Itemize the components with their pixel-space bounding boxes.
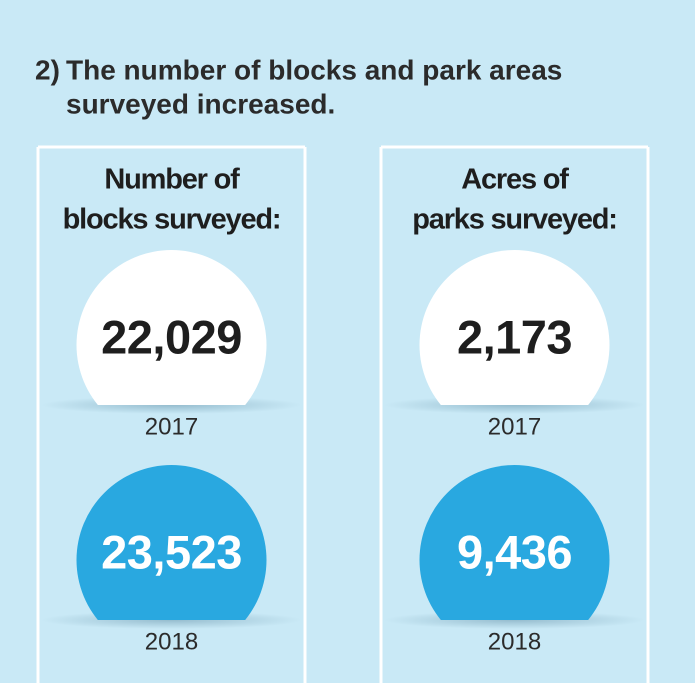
year: 2017: [488, 413, 541, 440]
year: 2018: [145, 628, 198, 655]
value: 2,173: [457, 310, 572, 363]
value-circle: [76, 250, 267, 405]
year: 2018: [488, 628, 541, 655]
value: 23,523: [101, 525, 242, 578]
header-title: The number of blocks and park areas: [66, 54, 562, 85]
header-title: surveyed increased.: [66, 88, 335, 119]
panel-title: Number of: [104, 164, 240, 196]
value: 9,436: [457, 525, 572, 578]
value-circle: [419, 465, 610, 620]
value-circle: [419, 250, 610, 405]
item-number: 2): [35, 54, 60, 85]
panel-title: parks surveyed:: [412, 204, 616, 236]
panel-title: Acres of: [461, 164, 569, 196]
value-circle: [76, 465, 267, 620]
value: 22,029: [101, 310, 242, 363]
year: 2017: [145, 413, 198, 440]
panel-title: blocks surveyed:: [63, 204, 281, 236]
